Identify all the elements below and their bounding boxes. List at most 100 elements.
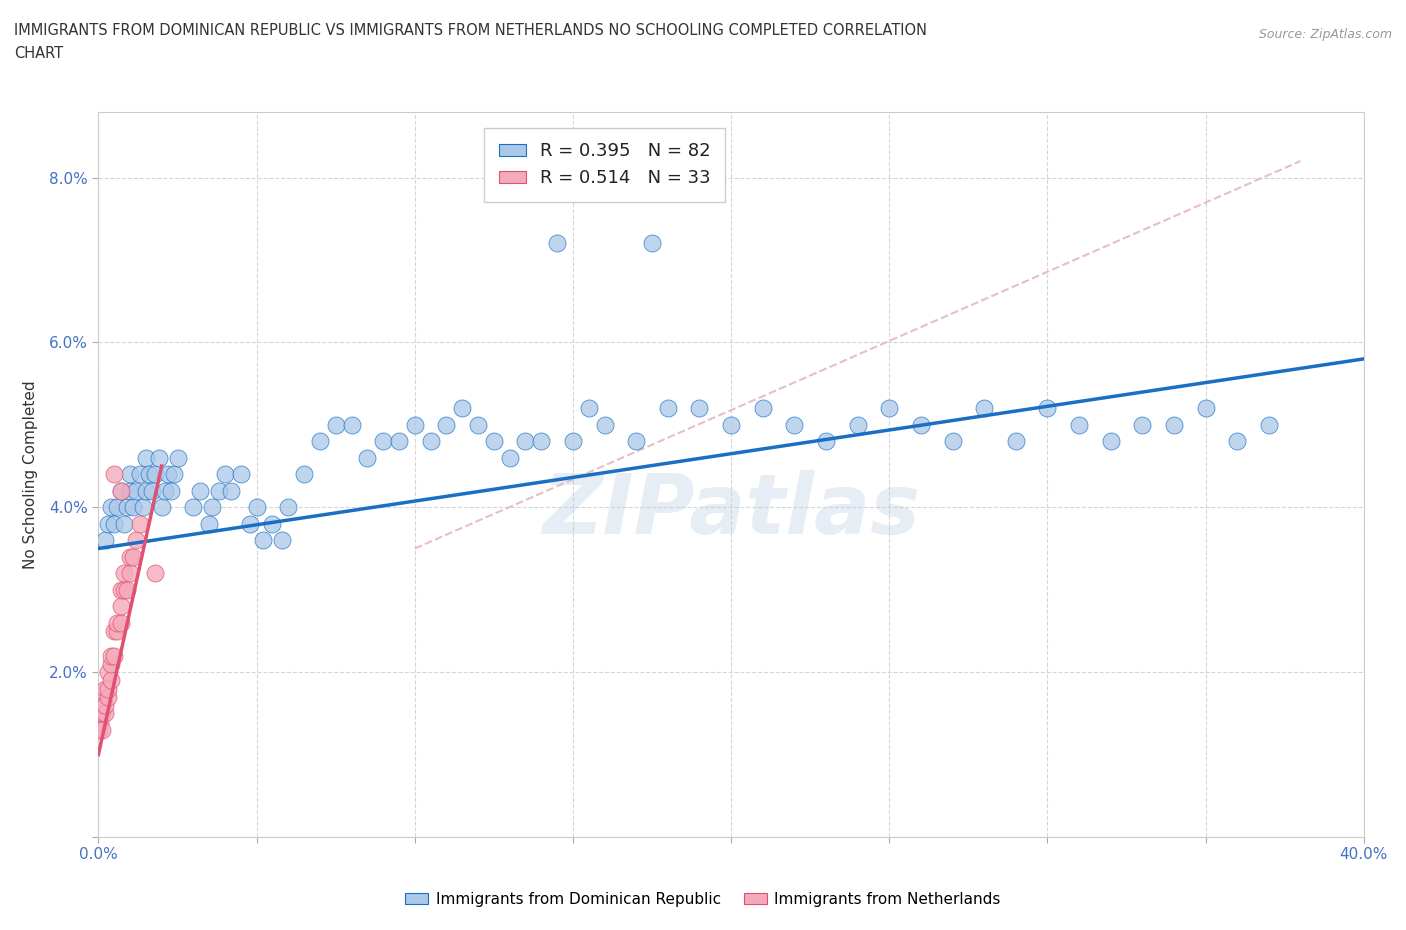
Point [419,434,441,449]
Point [93,706,117,721]
Point [100,673,122,688]
Point [120,565,141,580]
Point [93,533,117,548]
Point [97,665,120,680]
Point [110,582,132,597]
Point [145,565,166,580]
Text: IMMIGRANTS FROM DOMINICAN REPUBLIC VS IMMIGRANTS FROM NETHERLANDS NO SCHOOLING C: IMMIGRANTS FROM DOMINICAN REPUBLIC VS IM… [14,23,927,38]
Point [107,499,129,514]
Point [120,550,141,565]
Point [188,484,211,498]
Point [1257,418,1279,432]
Point [530,434,553,449]
Point [277,499,299,514]
Point [198,516,221,531]
Point [783,418,806,432]
Point [110,616,132,631]
Point [239,516,262,531]
Point [515,434,537,449]
Point [482,434,505,449]
Point [93,698,117,712]
Point [125,533,148,548]
Point [371,434,394,449]
Point [593,418,616,432]
Point [135,450,157,465]
Point [292,467,315,482]
Legend: Immigrants from Dominican Republic, Immigrants from Netherlands: Immigrants from Dominican Republic, Immi… [399,886,1007,913]
Point [561,434,585,449]
Point [814,434,837,449]
Point [578,401,600,416]
Point [910,418,932,432]
Point [150,499,173,514]
Point [720,418,742,432]
Point [546,236,568,251]
Point [122,550,145,565]
Point [110,599,132,614]
Point [325,418,347,432]
Point [132,499,155,514]
Point [112,516,135,531]
Point [451,401,474,416]
Point [89,714,111,729]
Point [624,434,647,449]
Point [262,516,284,531]
Point [122,499,145,514]
Point [107,623,129,638]
Point [467,418,489,432]
Point [657,401,679,416]
Point [103,623,125,638]
Point [252,533,274,548]
Point [148,450,170,465]
Point [110,484,132,498]
Point [112,565,135,580]
Legend: R = 0.395   N = 82, R = 0.514   N = 33: R = 0.395 N = 82, R = 0.514 N = 33 [484,128,725,202]
Point [141,484,163,498]
Point [120,467,141,482]
Point [100,499,122,514]
Point [100,657,122,671]
Point [97,516,120,531]
Point [112,582,135,597]
Text: Source: ZipAtlas.com: Source: ZipAtlas.com [1258,28,1392,41]
Text: ZIPatlas: ZIPatlas [543,470,920,551]
Point [208,484,231,498]
Point [436,418,458,432]
Y-axis label: No Schooling Completed: No Schooling Completed [22,380,38,568]
Point [103,648,125,663]
Point [128,467,150,482]
Point [201,499,224,514]
Point [1067,418,1090,432]
Point [751,401,773,416]
Point [183,499,205,514]
Point [340,418,363,432]
Point [1036,401,1059,416]
Point [163,467,186,482]
Point [160,484,183,498]
Point [97,689,120,704]
Point [356,450,378,465]
Point [404,418,426,432]
Point [103,467,125,482]
Point [166,450,188,465]
Point [641,236,664,251]
Point [93,681,117,696]
Point [125,484,148,498]
Point [942,434,965,449]
Point [688,401,710,416]
Point [153,484,176,498]
Point [219,484,243,498]
Point [388,434,411,449]
Text: CHART: CHART [14,46,63,61]
Point [1194,401,1216,416]
Point [229,467,252,482]
Point [135,484,157,498]
Point [90,723,112,737]
Point [973,401,995,416]
Point [270,533,294,548]
Point [90,698,112,712]
Point [107,616,129,631]
Point [246,499,269,514]
Point [90,706,112,721]
Point [89,723,111,737]
